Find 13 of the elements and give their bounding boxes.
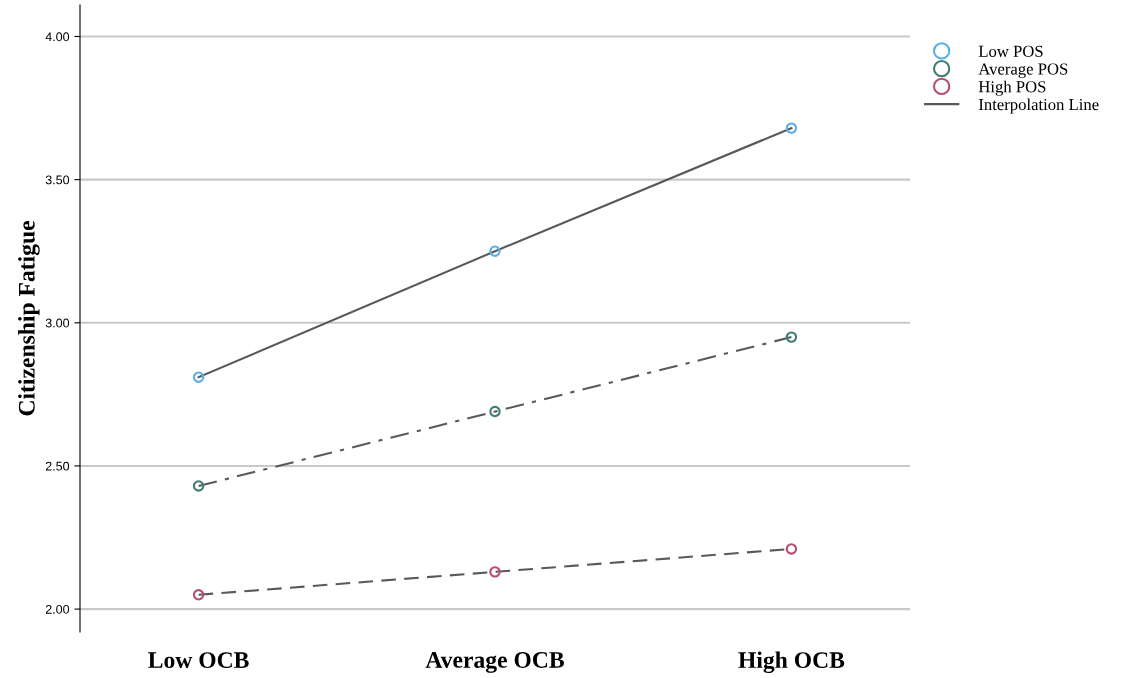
y-tick-label: 4.00: [45, 32, 70, 42]
legend-label: Average POS: [978, 63, 1068, 79]
legend-label: High POS: [978, 80, 1046, 96]
x-tick-label: Low OCB: [148, 652, 249, 669]
y-tick-label: 3.00: [45, 318, 70, 328]
y-tick-label: 2.50: [45, 461, 70, 471]
x-tick-label: Average OCB: [425, 652, 564, 673]
y-axis-title: Citizenship Fatigue: [18, 221, 40, 416]
y-tick-label: 3.50: [45, 175, 70, 185]
x-tick-label: High OCB: [738, 651, 845, 674]
legend-label: Interpolation Line: [978, 98, 1099, 114]
legend-label: Low POS: [978, 45, 1043, 57]
y-tick-label: 2.00: [45, 604, 70, 614]
